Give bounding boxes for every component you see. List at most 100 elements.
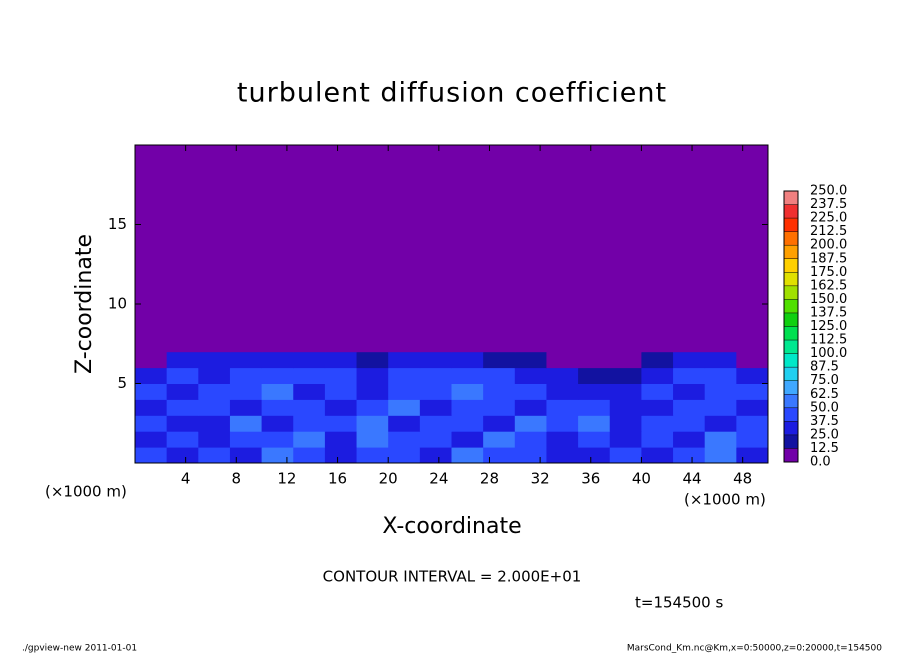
colorbar-swatch — [784, 285, 798, 300]
x-tick-label: 20 — [379, 470, 398, 488]
x-unit: (×1000 m) — [684, 491, 766, 509]
y-tick-label: 15 — [108, 215, 127, 233]
field-cell — [356, 431, 389, 448]
x-tick-label: 36 — [581, 470, 600, 488]
x-tick-label: 40 — [632, 470, 651, 488]
field-cell — [229, 415, 263, 432]
colorbar-swatch — [784, 245, 798, 259]
field-cell — [135, 415, 168, 432]
field-cell — [546, 431, 579, 448]
field-cell — [704, 399, 737, 416]
field-cell — [483, 351, 516, 369]
field-cell — [293, 447, 326, 464]
field-cell — [293, 399, 326, 416]
field-cell — [641, 447, 674, 464]
field-cell — [293, 145, 326, 353]
colorbar-label: 237.5 — [810, 197, 847, 212]
colorbar-swatch — [784, 312, 798, 327]
field-cell — [514, 447, 547, 464]
field-cell — [293, 415, 326, 432]
field-cell — [578, 415, 611, 432]
field-cell — [229, 367, 263, 384]
field-cell — [736, 431, 769, 448]
field-cell — [198, 383, 231, 400]
colorbar-label: 212.5 — [810, 224, 847, 239]
field-cell — [704, 145, 737, 353]
field-cell — [166, 383, 199, 400]
field-cell — [293, 383, 326, 400]
field-cell — [546, 399, 579, 416]
field-cell — [609, 383, 642, 400]
colorbar-label: 62.5 — [810, 387, 839, 402]
field-cell — [641, 431, 674, 448]
field-cell — [198, 351, 231, 369]
field-cell — [419, 447, 452, 464]
field-cell — [419, 415, 452, 432]
field-cell — [704, 351, 737, 369]
field-cell — [578, 431, 611, 448]
colorbar-label: 175.0 — [810, 265, 847, 280]
x-tick-label: 32 — [531, 470, 550, 488]
field-cell — [546, 383, 579, 400]
field-cell — [514, 399, 547, 416]
field-cell — [483, 415, 516, 432]
field-cell — [514, 415, 547, 432]
field-cell — [135, 367, 168, 384]
field-cell — [261, 383, 294, 400]
field-cell — [261, 447, 294, 464]
colorbar-swatch — [784, 380, 798, 395]
field-cell — [166, 367, 199, 384]
field-cell — [546, 447, 579, 464]
field-cell — [641, 145, 674, 353]
field-cell — [704, 431, 737, 448]
field-cell — [609, 399, 642, 416]
field-cell — [483, 431, 516, 448]
y-tick-label: 10 — [108, 295, 127, 313]
chart-title: turbulent diffusion coefficient — [237, 78, 667, 109]
field-cell — [388, 447, 421, 464]
field-cell — [673, 383, 706, 400]
colorbar-swatch — [784, 272, 798, 286]
field-cell — [641, 383, 674, 400]
field-cell — [609, 447, 642, 464]
colorbar-label: 150.0 — [810, 292, 847, 307]
field-cell — [641, 399, 674, 416]
field-cell — [673, 367, 706, 384]
x-axis-label: X-coordinate — [382, 514, 521, 539]
field-cell — [324, 383, 358, 400]
colorbar-label: 87.5 — [810, 360, 839, 375]
colorbar-label: 112.5 — [810, 333, 847, 348]
x-tick-label: 44 — [682, 470, 701, 488]
field-cell — [514, 145, 547, 353]
field-cell — [324, 399, 358, 416]
field-cell — [166, 399, 199, 416]
x-tick-label: 4 — [181, 470, 191, 488]
colorbar-label: 0.0 — [810, 455, 831, 470]
field-cell — [578, 145, 611, 353]
field-cell — [514, 383, 547, 400]
field-cell — [388, 351, 421, 369]
field-cell — [419, 367, 452, 384]
colorbar-label: 137.5 — [810, 305, 847, 320]
field-cell — [356, 367, 389, 384]
field-cell — [229, 447, 263, 464]
field-cell — [388, 367, 421, 384]
field-cell — [229, 383, 263, 400]
field-cell — [578, 351, 611, 369]
field-cell — [546, 351, 579, 369]
field-cell — [673, 415, 706, 432]
colorbar-label: 50.0 — [810, 400, 839, 415]
colorbar-swatch — [784, 421, 798, 435]
colorbar-swatch — [784, 231, 798, 246]
field-cell — [324, 415, 358, 432]
field-cell — [293, 367, 326, 384]
field-cell — [483, 383, 516, 400]
time-label: t=154500 s — [635, 594, 723, 612]
field-cell — [166, 447, 199, 464]
field-cell — [293, 431, 326, 448]
field-cell — [419, 399, 452, 416]
field-cell — [261, 415, 294, 432]
colorbar-swatch — [784, 204, 798, 219]
field-cell — [451, 367, 484, 384]
field-cell — [673, 431, 706, 448]
